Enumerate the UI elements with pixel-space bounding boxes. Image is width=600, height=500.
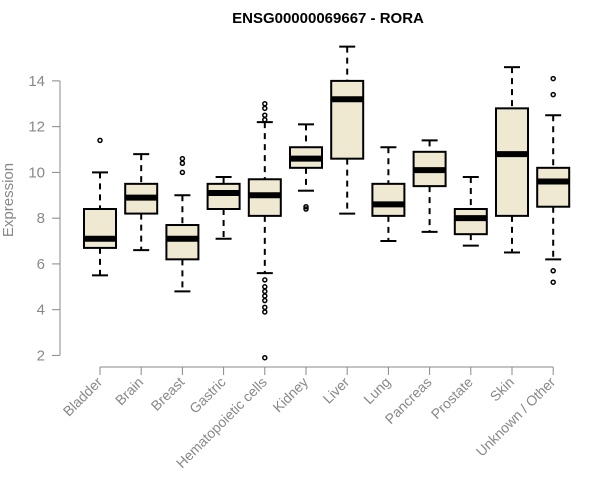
x-tick-label: Lung — [360, 374, 393, 407]
outlier-point — [262, 288, 268, 295]
y-tick-label: 12 — [28, 119, 45, 136]
box-iqr — [206, 182, 241, 211]
box-iqr — [371, 182, 406, 217]
outlier-point — [303, 203, 309, 210]
y-tick-label: 2 — [37, 347, 45, 364]
outlier-point — [179, 155, 186, 162]
outlier-point — [262, 277, 268, 283]
outlier-point — [262, 304, 268, 311]
outlier-point — [262, 105, 268, 112]
box-lung — [371, 146, 406, 243]
box-pancreas — [412, 139, 447, 233]
box-iqr — [165, 224, 200, 261]
outlier-point — [262, 284, 268, 290]
x-tick-label: Bladder — [60, 374, 106, 420]
box-skin — [495, 66, 529, 254]
y-tick-label: 10 — [28, 164, 45, 181]
outlier-point — [262, 293, 268, 299]
x-tick-label: Skin — [487, 374, 518, 405]
box-unknown-other — [536, 75, 571, 285]
x-tick-label: Kidney — [270, 374, 312, 416]
box-iqr — [495, 107, 529, 217]
outlier-point — [550, 75, 556, 82]
outlier-point — [550, 268, 556, 274]
y-tick-label: 6 — [37, 256, 45, 273]
box-kidney — [289, 123, 323, 212]
outlier-point — [179, 169, 186, 176]
outlier-point — [262, 354, 268, 361]
outlier-point — [262, 101, 268, 107]
box-iqr — [330, 79, 365, 160]
outlier-point — [179, 160, 186, 167]
box-brain — [124, 153, 159, 252]
y-tick-label: 4 — [37, 302, 45, 319]
box-iqr — [453, 208, 488, 236]
outlier-point — [303, 206, 309, 212]
x-tick-label: Breast — [148, 374, 188, 414]
box-iqr — [536, 166, 571, 208]
y-tick-label: 14 — [28, 73, 45, 90]
outlier-point — [550, 279, 556, 285]
outlier-point — [262, 297, 268, 304]
box-breast — [165, 155, 200, 293]
box-prostate — [453, 175, 488, 247]
outlier-point — [262, 309, 268, 315]
outlier-point — [262, 112, 268, 118]
outlier-point — [262, 117, 268, 123]
x-tick-label: Brain — [112, 374, 146, 408]
box-hematopoietic-cells — [247, 101, 282, 361]
y-tick-label: 8 — [37, 210, 45, 227]
outlier-point — [550, 91, 556, 98]
outlier-point — [97, 137, 103, 144]
chart-title: ENSG00000069667 - RORA — [232, 10, 424, 27]
x-tick-label: Prostate — [428, 374, 476, 422]
box-gastric — [206, 175, 241, 240]
box-bladder — [83, 137, 117, 277]
axes: 2 4 6 8 10 12 14 — [28, 73, 554, 375]
y-axis-label: Expression — [0, 163, 17, 237]
box-liver — [330, 45, 365, 215]
x-tick-label: Liver — [320, 374, 353, 407]
box-group — [83, 45, 571, 361]
box-iqr — [83, 208, 117, 249]
